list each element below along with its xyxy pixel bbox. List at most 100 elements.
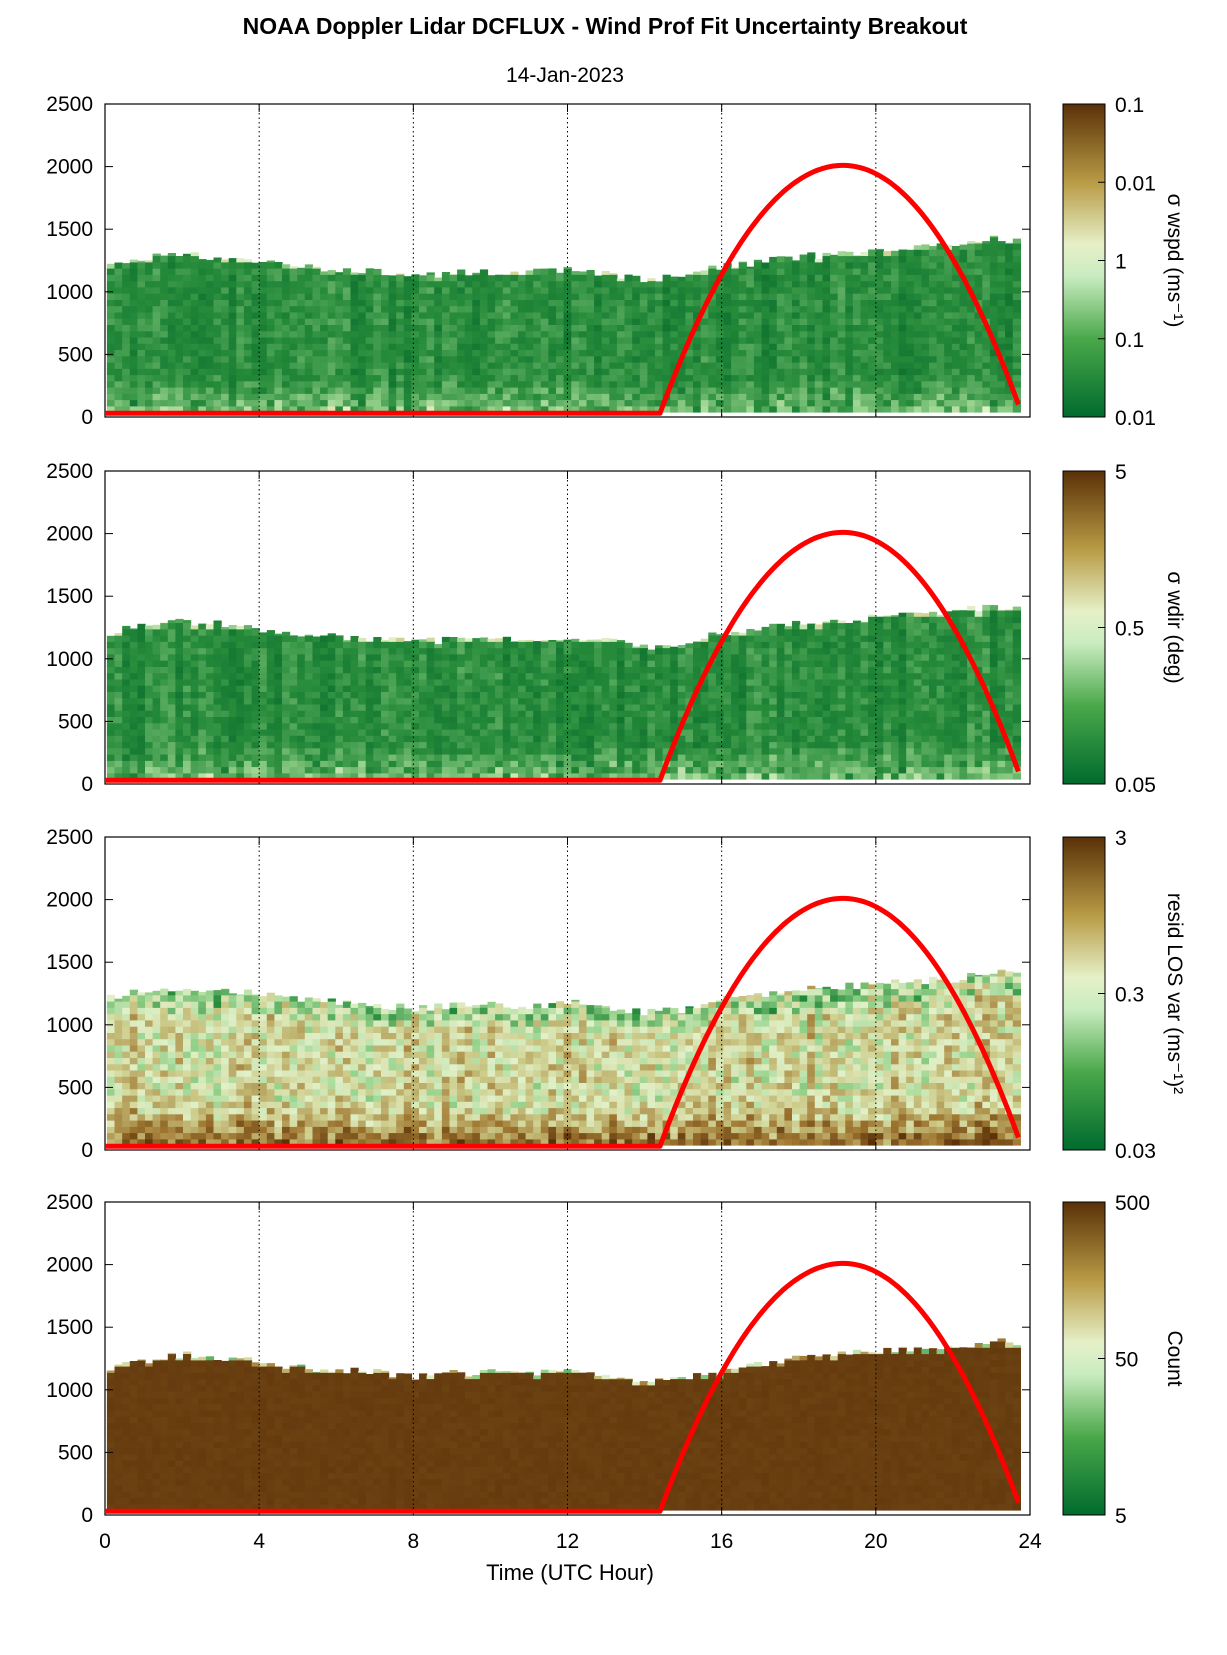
heatmap-cell	[145, 653, 154, 661]
heatmap-cell	[731, 722, 740, 730]
heatmap-cell	[693, 703, 702, 711]
heatmap-cell	[731, 772, 740, 780]
heatmap-cell	[982, 274, 991, 282]
heatmap-cell	[205, 405, 215, 413]
heatmap-cell	[616, 399, 626, 407]
heatmap-cell	[243, 716, 253, 724]
colorbar-tick-label: 0.1	[1115, 94, 1144, 117]
heatmap-cell	[677, 728, 686, 736]
heatmap-cell	[670, 760, 679, 768]
heatmap-cell	[426, 722, 435, 730]
heatmap-cell	[342, 760, 352, 768]
heatmap-cell	[868, 368, 877, 376]
heatmap-cell	[807, 255, 816, 263]
heatmap-cell	[738, 678, 747, 686]
heatmap-cell	[403, 330, 412, 338]
heatmap-cell	[967, 299, 976, 307]
heatmap-cell	[472, 638, 481, 642]
heatmap-cell	[776, 336, 785, 344]
heatmap-cell	[822, 374, 831, 382]
heatmap-cell	[731, 293, 740, 300]
heatmap-cell	[578, 280, 588, 288]
heatmap-cell	[982, 387, 991, 394]
heatmap-cell	[213, 318, 222, 325]
heatmap-cell	[723, 311, 732, 319]
heatmap-cell	[495, 647, 504, 655]
heatmap-cell	[266, 336, 275, 344]
heatmap-cell	[913, 393, 922, 401]
heatmap-cell	[578, 716, 588, 724]
heatmap-cell	[769, 361, 778, 369]
heatmap-cell	[259, 741, 268, 749]
heatmap-cell	[578, 361, 588, 369]
heatmap-cell	[335, 399, 344, 407]
heatmap-cell	[175, 697, 184, 705]
heatmap-cell	[441, 728, 451, 736]
heatmap-cell	[403, 735, 412, 743]
heatmap-cell	[792, 393, 801, 401]
heatmap-cell	[106, 299, 116, 307]
heatmap-cell	[335, 697, 344, 705]
heatmap-cell	[289, 710, 298, 717]
heatmap-cell	[731, 741, 740, 749]
heatmap-cell	[373, 772, 382, 780]
heatmap-cell	[183, 660, 192, 667]
heatmap-cell	[601, 685, 610, 692]
heatmap-cell	[426, 647, 435, 655]
heatmap-cell	[282, 697, 291, 705]
heatmap-cell	[1005, 286, 1014, 294]
heatmap-cell	[403, 368, 412, 376]
heatmap-cell	[388, 368, 397, 376]
heatmap-cell	[662, 647, 671, 655]
heatmap-cell	[464, 305, 473, 313]
heatmap-cell	[152, 653, 161, 661]
heatmap-cell	[175, 691, 184, 699]
heatmap-cell	[266, 324, 275, 332]
heatmap-cell	[160, 747, 169, 755]
heatmap-cell	[571, 330, 580, 338]
heatmap-cell	[320, 318, 329, 325]
heatmap-cell	[365, 641, 374, 649]
heatmap-cell	[548, 647, 557, 655]
heatmap-cell	[282, 760, 291, 768]
heatmap-cell	[487, 380, 496, 388]
heatmap-cell	[639, 305, 648, 313]
heatmap-cell	[129, 666, 138, 674]
heatmap-cell	[464, 766, 473, 774]
heatmap-cell	[236, 653, 245, 661]
heatmap-cell	[677, 653, 686, 661]
heatmap-cell	[358, 672, 367, 680]
heatmap-cell	[769, 318, 778, 325]
heatmap-cell	[441, 336, 451, 344]
heatmap-cell	[441, 766, 451, 774]
heatmap-cell	[929, 261, 938, 269]
heatmap-cell	[997, 268, 1006, 275]
heatmap-cell	[479, 760, 489, 768]
heatmap-cell	[913, 349, 922, 357]
heatmap-cell	[624, 336, 633, 344]
heatmap-cell	[487, 691, 496, 699]
heatmap-cell	[251, 274, 260, 282]
heatmap-cell	[997, 243, 1006, 250]
heatmap-cell	[274, 336, 283, 344]
heatmap-cell	[411, 380, 420, 388]
heatmap-cell	[205, 660, 215, 667]
heatmap-cell	[495, 728, 504, 736]
heatmap-cell	[860, 349, 869, 357]
heatmap-cell	[670, 355, 679, 363]
heatmap-cell	[251, 747, 260, 755]
heatmap-cell	[792, 324, 801, 332]
heatmap-cell	[243, 399, 253, 407]
heatmap-cell	[609, 666, 618, 674]
heatmap-cell	[700, 678, 709, 686]
heatmap-cell	[464, 728, 473, 736]
heatmap-cell	[495, 374, 504, 382]
heatmap-cell	[160, 293, 169, 300]
heatmap-cell	[152, 691, 161, 699]
heatmap-cell	[921, 244, 930, 250]
heatmap-cell	[639, 672, 648, 680]
heatmap-cell	[982, 393, 991, 401]
heatmap-cell	[419, 691, 428, 699]
heatmap-cell	[137, 361, 146, 369]
heatmap-cell	[495, 405, 504, 413]
